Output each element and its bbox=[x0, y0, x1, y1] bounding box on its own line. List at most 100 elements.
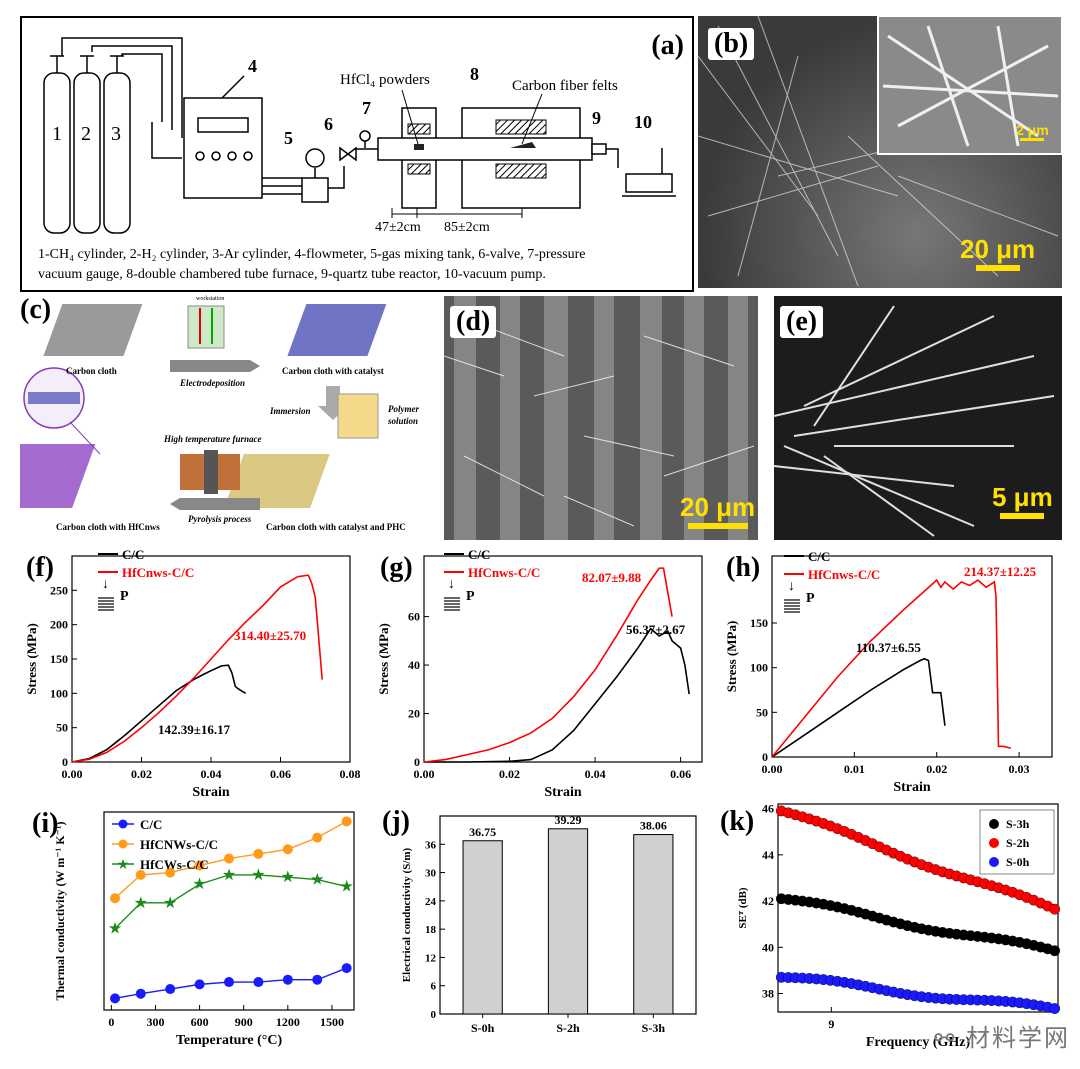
sem-image-b bbox=[698, 16, 1062, 287]
y-axis-label: Electrical conductivity (S/m) bbox=[401, 847, 413, 982]
x-tick-label: 0 bbox=[108, 1015, 114, 1029]
x-tick-label: 1500 bbox=[320, 1015, 344, 1029]
panel-d-sem: (d) 20 μm bbox=[444, 296, 758, 540]
furnace-icon bbox=[180, 450, 240, 494]
y-tick-label: 0 bbox=[431, 1009, 437, 1021]
x-tick-label: S-0h bbox=[471, 1021, 495, 1035]
x-tick-label: 0.06 bbox=[270, 767, 291, 781]
label-with-phc: Carbon cloth with catalyst and PHC bbox=[266, 522, 406, 532]
chart-j-electrical: 0 6 12 18 24 30 36 Electrical conductivity (S/m… bbox=[382, 806, 697, 1035]
y-tick-label: 24 bbox=[425, 896, 437, 908]
y-tick-label: 20 bbox=[408, 707, 420, 721]
data-point-s-3h bbox=[1049, 945, 1061, 957]
x-tick-label: 1200 bbox=[276, 1015, 300, 1029]
panel-b-sem: (b) 2 μm 20 μm bbox=[698, 16, 1062, 288]
y-tick-label: 0 bbox=[762, 750, 768, 764]
legend-marker bbox=[989, 838, 999, 848]
y-tick-label: 50 bbox=[756, 705, 768, 719]
annotation-cc: 110.37±6.55 bbox=[856, 640, 921, 655]
carbon-cloth-icon bbox=[43, 304, 143, 356]
label-5: 5 bbox=[284, 128, 293, 148]
caption-line-1: 1-CH₄ cylinder, 2-H₂ cylinder, 3-Ar cyli… bbox=[38, 247, 586, 262]
label-immersion: Immersion bbox=[270, 406, 311, 416]
data-point bbox=[194, 860, 205, 871]
series-line-cc bbox=[771, 657, 946, 758]
series-line-cc bbox=[71, 664, 247, 763]
series-line-hfcnwscc bbox=[71, 574, 323, 763]
data-point bbox=[110, 993, 121, 1004]
legend-item: HfCnws-C/C bbox=[808, 567, 880, 582]
bar-value-label: 36.75 bbox=[469, 825, 496, 839]
data-point bbox=[341, 963, 352, 974]
wechat-icon: ⚯ bbox=[934, 1024, 966, 1052]
label-solution: solution bbox=[388, 416, 419, 426]
bar bbox=[462, 840, 503, 1015]
legend-item: S-2h bbox=[1006, 836, 1030, 850]
data-point bbox=[253, 848, 264, 859]
chart-f-stress-strain: 0.00 0.02 0.04 0.06 0.08 0 50 100 150 200 250 Strai… bbox=[24, 547, 360, 798]
y-axis-label: Stress (MPa) bbox=[376, 623, 391, 695]
dim-47: 47±2cm bbox=[375, 220, 421, 235]
x-tick-label: 0.02 bbox=[926, 762, 947, 776]
annotation-hfcnws: 314.40±25.70 bbox=[234, 628, 306, 643]
x-tick-label: 9 bbox=[828, 1017, 834, 1031]
hfcnws-cloth-icon bbox=[20, 444, 96, 508]
data-point bbox=[282, 974, 293, 985]
label-electrodeposition: Electrodeposition bbox=[180, 378, 245, 388]
valve-and-gauge bbox=[339, 130, 371, 162]
y-tick-label: 100 bbox=[50, 686, 68, 700]
x-axis-label: Strain bbox=[893, 780, 931, 795]
x-axis-label: Frequency (GHz) bbox=[866, 1035, 971, 1050]
gas-cylinders bbox=[43, 37, 183, 234]
polymer-beaker bbox=[337, 393, 379, 439]
legend-marker bbox=[989, 819, 999, 829]
data-point bbox=[224, 977, 234, 988]
label-workstation: workstation bbox=[196, 296, 225, 302]
y-tick-label: 60 bbox=[408, 610, 420, 624]
panel-c-process: (c) Carbon cloth workstation Electrodepo… bbox=[20, 294, 424, 538]
electrodeposition-beaker bbox=[187, 305, 225, 349]
panel-label-h: (h) bbox=[726, 552, 760, 583]
y-tick-label: 30 bbox=[425, 868, 437, 880]
sem-image-d bbox=[444, 296, 755, 540]
series-line-hfcnwscc bbox=[771, 578, 1011, 758]
bar-value-label: 39.29 bbox=[555, 813, 582, 827]
y-tick-label: 46 bbox=[762, 802, 774, 816]
legend-item: S-3h bbox=[1006, 817, 1030, 831]
panel-label-d: (d) bbox=[450, 306, 497, 338]
x-tick-label: 0.03 bbox=[1009, 762, 1030, 776]
data-point-star: ★ bbox=[163, 895, 177, 912]
data-point bbox=[282, 844, 293, 855]
data-point-star: ★ bbox=[310, 872, 324, 889]
inset-scale-bar: 2 μm bbox=[1016, 122, 1049, 141]
panel-label-f: (f) bbox=[26, 552, 54, 583]
x-tick-label: 0.06 bbox=[670, 767, 691, 781]
panel-label-e: (e) bbox=[780, 306, 824, 338]
legend-item: HfCnws-C/C bbox=[122, 565, 194, 580]
x-tick-label: 0.01 bbox=[844, 762, 865, 776]
y-tick-label: 100 bbox=[750, 661, 768, 675]
legend-item: C/C bbox=[122, 547, 144, 562]
dim-85: 85±2cm bbox=[444, 220, 490, 235]
data-point-star: ★ bbox=[222, 867, 236, 884]
data-point bbox=[135, 869, 146, 880]
mixing-tank bbox=[262, 148, 345, 203]
y-tick-label: 18 bbox=[425, 924, 437, 936]
data-point-star: ★ bbox=[192, 876, 206, 893]
magnified-inset bbox=[23, 367, 85, 429]
legend-item: HfCnws-C/C bbox=[468, 565, 540, 580]
panel-label-b: (b) bbox=[708, 28, 755, 60]
legend-item: HfCNWs-C/C bbox=[140, 837, 218, 852]
x-tick-label: 0.00 bbox=[414, 767, 435, 781]
annotation-hfcnws: 214.37±12.25 bbox=[964, 564, 1037, 579]
plot-frame bbox=[103, 811, 355, 1011]
y-tick-label: 44 bbox=[762, 848, 774, 862]
data-point-s-2h bbox=[1049, 903, 1061, 915]
y-tick-label: 200 bbox=[50, 618, 68, 632]
x-tick-label: 0.04 bbox=[585, 767, 606, 781]
y-tick-label: 150 bbox=[50, 652, 68, 666]
legend-item: HfCWs-C/C bbox=[140, 857, 209, 872]
label-8: 8 bbox=[470, 64, 479, 84]
legend-item: C/C bbox=[808, 549, 830, 564]
data-point bbox=[165, 984, 176, 995]
